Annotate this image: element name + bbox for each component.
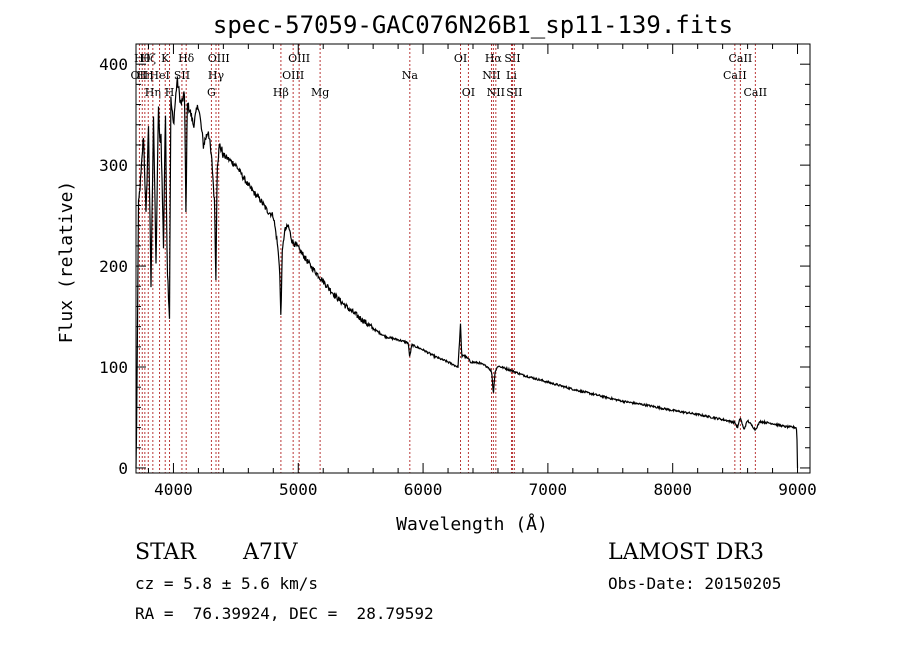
line-label-3: Hζ bbox=[140, 52, 156, 65]
line-label-17: Na bbox=[402, 69, 419, 82]
coordinates-readout: RA = 76.39924, DEC = 28.79592 bbox=[135, 604, 434, 623]
y-tick-label-4: 400 bbox=[99, 55, 128, 74]
line-label-18: OI bbox=[454, 52, 467, 65]
line-label-6: K bbox=[161, 52, 170, 65]
line-label-10: G bbox=[207, 86, 216, 99]
line-label-16: Mg bbox=[311, 86, 329, 99]
line-label-15: OIII bbox=[288, 52, 310, 65]
x-axis-label: Wavelength (Å) bbox=[396, 513, 548, 535]
redshift-readout: cz = 5.8 ± 5.6 km/s bbox=[135, 574, 319, 593]
object-subclass: A7IV bbox=[243, 540, 298, 565]
line-label-13: Hβ bbox=[273, 86, 289, 99]
y-tick-label-3: 300 bbox=[99, 156, 128, 175]
x-tick-label-2: 6000 bbox=[404, 480, 443, 499]
line-label-8: SII bbox=[174, 69, 190, 82]
line-label-22: NII bbox=[487, 86, 505, 99]
line-label-20: NII bbox=[482, 69, 500, 82]
line-label-28: CaII bbox=[743, 86, 767, 99]
line-label-9: Hδ bbox=[178, 52, 195, 65]
line-label-11: Hγ bbox=[208, 69, 225, 82]
line-label-27: CaII bbox=[729, 52, 753, 65]
line-label-5: HeI bbox=[149, 69, 169, 82]
x-tick-label-4: 8000 bbox=[653, 480, 692, 499]
observation-date: Obs-Date: 20150205 bbox=[608, 574, 782, 593]
line-label-7: H bbox=[165, 86, 175, 99]
y-tick-label-1: 100 bbox=[99, 358, 128, 377]
line-label-25: SII bbox=[506, 86, 522, 99]
y-axis-label: Flux (relative) bbox=[56, 181, 77, 344]
line-label-4: Hη bbox=[145, 86, 161, 99]
plot-frame bbox=[135, 43, 811, 474]
line-label-0: OII bbox=[131, 69, 149, 82]
x-tick-label-5: 9000 bbox=[778, 480, 817, 499]
spectrum-line bbox=[135, 76, 799, 469]
x-tick-label-3: 7000 bbox=[529, 480, 568, 499]
line-label-26: CaII bbox=[723, 69, 747, 82]
x-tick-label-0: 4000 bbox=[154, 480, 193, 499]
object-class: STAR bbox=[135, 540, 196, 565]
line-label-1: Hθ bbox=[134, 52, 151, 65]
survey-name: LAMOST DR3 bbox=[608, 540, 764, 565]
line-label-14: OIII bbox=[282, 69, 304, 82]
y-tick-label-0: 0 bbox=[118, 459, 128, 478]
line-label-19: OI bbox=[462, 86, 475, 99]
x-tick-label-1: 5000 bbox=[279, 480, 318, 499]
line-label-2: Hη bbox=[137, 69, 153, 82]
y-tick-label-2: 200 bbox=[99, 257, 128, 276]
line-label-23: Li bbox=[506, 69, 517, 82]
chart-title: spec-57059-GAC076N26B1_sp11-139.fits bbox=[213, 11, 733, 39]
line-label-12: OIII bbox=[208, 52, 230, 65]
line-label-24: SII bbox=[504, 52, 520, 65]
line-label-21: Hα bbox=[485, 52, 503, 65]
